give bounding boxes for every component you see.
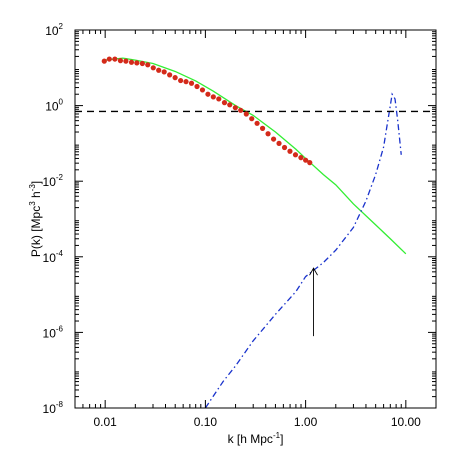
dashdot-series-line — [204, 92, 402, 408]
data-point — [254, 120, 260, 126]
data-point — [276, 140, 282, 146]
data-point — [106, 56, 112, 62]
data-point — [145, 62, 151, 68]
data-point — [123, 58, 129, 64]
data-point — [194, 83, 200, 90]
plot-frame — [74, 29, 437, 409]
data-point — [117, 58, 124, 64]
y-tick-label: 10-4 — [43, 249, 64, 265]
data-point — [238, 107, 244, 113]
data-point — [128, 59, 135, 65]
data-point — [249, 116, 255, 122]
data-point — [205, 91, 211, 97]
data-point — [232, 105, 238, 111]
data-point — [156, 67, 162, 73]
data-point — [139, 60, 145, 67]
data-point — [199, 87, 206, 93]
data-point — [150, 65, 156, 71]
ticks-layer: 0.01 0.10 1.00 10.00 10-8 10-6 10-4 10-2 100 102 — [43, 22, 437, 429]
x-tick-label: 0.10 — [194, 415, 218, 429]
data-point — [172, 75, 178, 81]
data-point — [265, 131, 271, 137]
y-tick-label: 10-2 — [43, 173, 64, 189]
data-point — [259, 125, 266, 131]
y-axis-label: P(k) [Mpc3 h-3] — [28, 181, 43, 257]
data-point — [281, 144, 288, 151]
data-point — [216, 96, 222, 102]
data-point — [221, 100, 228, 106]
data-point — [287, 148, 293, 154]
data-point — [243, 111, 249, 117]
data-point — [167, 72, 173, 78]
data-point — [210, 94, 216, 100]
data-point — [134, 60, 140, 66]
data-point — [227, 102, 233, 108]
x-axis-label: k [h Mpc-1] — [228, 431, 284, 446]
data-point — [292, 152, 299, 158]
x-tick-label: 10.00 — [391, 415, 421, 429]
data-point — [188, 80, 195, 86]
data-point — [112, 56, 118, 62]
solid-series-line — [105, 57, 407, 255]
data-point — [183, 79, 189, 85]
data-point — [178, 77, 184, 84]
data-point — [298, 155, 304, 161]
data-point — [303, 157, 309, 163]
arrow-head — [309, 267, 318, 276]
y-tick-label: 10-8 — [43, 400, 64, 416]
x-tick-label: 0.01 — [93, 415, 117, 429]
data-point — [101, 58, 107, 64]
series-layer — [75, 56, 436, 408]
y-tick-label: 102 — [45, 22, 63, 38]
data-point — [307, 160, 313, 166]
data-point — [161, 69, 167, 75]
y-tick-label: 10-6 — [43, 324, 64, 340]
x-tick-label: 1.00 — [294, 415, 318, 429]
y-tick-label: 100 — [45, 98, 63, 114]
data-point — [270, 136, 277, 142]
